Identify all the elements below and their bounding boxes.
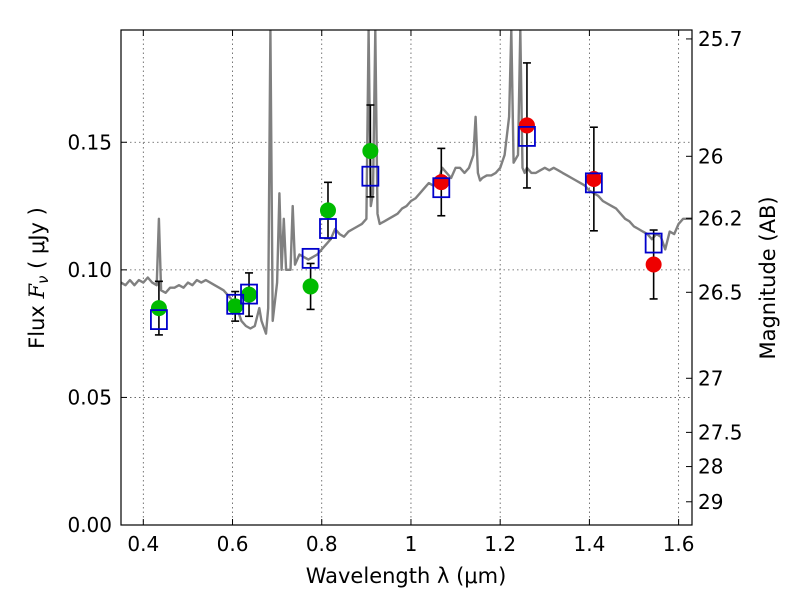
x-tick-label: 1	[405, 532, 418, 556]
y2-tick-label: 29	[698, 490, 723, 514]
y2-tick-label: 27.5	[698, 420, 743, 444]
y2-tick-label: 26	[698, 144, 723, 168]
model-box	[432, 177, 451, 199]
y2-tick-labels: 25.7 26 26.2 26.5 27 27.5 28 29	[698, 27, 743, 514]
grid	[121, 30, 692, 526]
nir-point	[433, 174, 450, 191]
y-axis-label-subscript: ν	[34, 276, 52, 284]
model-box	[361, 165, 380, 187]
y-axis-label-symbol: F	[25, 283, 49, 300]
y-tick-label: 0.00	[67, 513, 112, 537]
template-layer	[121, 30, 692, 335]
x-tick-label: 0.4	[127, 532, 159, 556]
optical-point	[227, 298, 244, 315]
x-tick-label: 0.8	[306, 532, 338, 556]
optical-point	[319, 202, 336, 219]
nir-point	[518, 117, 535, 134]
model-box	[301, 247, 320, 269]
model-box	[518, 125, 536, 147]
y-tick-label: 0.05	[67, 385, 112, 409]
x-tick-label: 1.6	[663, 532, 695, 556]
y-axis-label-prefix: Flux	[25, 299, 49, 349]
optical-point	[362, 142, 379, 159]
nir-point	[645, 256, 662, 273]
plot-frame	[120, 29, 693, 526]
model-box	[584, 172, 603, 194]
x-tick-labels: 0.4 0.6 0.8 1 1.2 1.4 1.6	[127, 532, 694, 556]
optical-point	[150, 300, 167, 317]
y2-tick-label: 26.5	[698, 280, 743, 304]
optical-point	[241, 286, 258, 303]
template-spectrum-line	[121, 30, 692, 335]
nir-point	[585, 171, 602, 188]
x-axis-label: Wavelength λ (μm)	[306, 564, 507, 588]
x-tick-label: 0.6	[217, 532, 249, 556]
model-box	[150, 309, 168, 331]
y2-tick-label: 28	[698, 455, 723, 479]
model-box	[319, 218, 337, 239]
model-boxes	[150, 125, 663, 331]
y-axis-label: Flux Fν ( μJy )	[25, 207, 52, 349]
x-tick-label: 1.2	[484, 532, 516, 556]
x-tick-label: 1.4	[573, 532, 605, 556]
y-tick-label: 0.15	[67, 130, 112, 154]
model-box	[644, 232, 663, 254]
y2-tick-label: 27	[698, 366, 723, 390]
y-tick-labels: 0.00 0.05 0.10 0.15	[67, 130, 112, 537]
data-points	[150, 117, 662, 317]
y-axis-label-suffix: ( μJy )	[25, 207, 49, 275]
y2-tick-label: 25.7	[698, 27, 743, 51]
model-box	[240, 283, 258, 305]
y2-axis-label: Magnitude (AB)	[756, 196, 780, 359]
tick-marks	[121, 30, 692, 526]
optical-point	[302, 278, 319, 295]
y2-tick-label: 26.2	[698, 206, 743, 230]
y-tick-label: 0.10	[67, 258, 112, 282]
